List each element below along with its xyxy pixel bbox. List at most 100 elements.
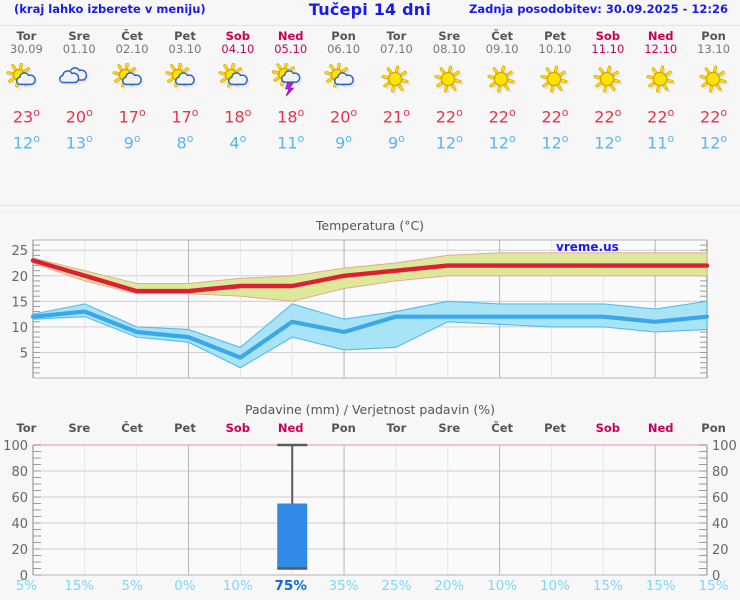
day-date-label: 30.09	[9, 42, 43, 56]
max-temperature-label: 20o	[330, 106, 358, 127]
min-temperature-label: 12o	[488, 132, 516, 153]
min-temperature-label: 12o	[541, 132, 569, 153]
day-name-label: Sre	[438, 29, 461, 43]
sun-cloud-icon	[106, 60, 159, 100]
day-date-label: 08.10	[432, 42, 466, 56]
forecast-day-column[interactable]: Pet 03.10 17o 8o	[159, 28, 212, 155]
precipitation-day-label: Pon	[331, 421, 356, 435]
max-temperature-label: 22o	[647, 106, 675, 127]
day-name-label: Pon	[701, 29, 726, 43]
precipitation-probability-label: 75%	[274, 578, 307, 594]
min-temperature-label: 13o	[65, 132, 93, 153]
sun-cloud-icon	[317, 60, 370, 100]
sun-cloud-thunder-icon	[264, 60, 317, 100]
svg-text:20: 20	[712, 543, 729, 558]
forecast-day-column[interactable]: Sob 04.10 18o 4o	[211, 28, 264, 155]
day-date-label: 06.10	[327, 42, 361, 56]
day-name-label: Pet	[544, 29, 566, 43]
svg-text:10: 10	[11, 321, 28, 336]
temperature-chart-title: Temperatura (°C)	[315, 218, 425, 233]
svg-text:20: 20	[11, 543, 28, 558]
svg-text:5: 5	[20, 346, 28, 361]
precipitation-probability-label: 15%	[64, 578, 95, 594]
max-temperature-label: 18o	[224, 106, 252, 127]
temperature-chart-canvas: 5 10 15 20 25	[11, 239, 710, 379]
min-temperature-label: 4o	[229, 132, 247, 153]
day-date-label: 10.10	[538, 42, 572, 56]
day-date-label: 07.10	[379, 42, 413, 56]
svg-text:40: 40	[712, 517, 729, 532]
precipitation-chart-title: Padavine (mm) / Verjetnost padavin (%)	[245, 402, 495, 417]
forecast-day-column[interactable]: Ned 12.10 22o 11o	[634, 28, 687, 155]
precipitation-day-label: Sob	[225, 421, 251, 435]
strip-divider-bottom	[0, 212, 740, 213]
max-temperature-label: 22o	[488, 106, 516, 127]
precipitation-day-label: Ned	[277, 421, 304, 435]
day-name-label: Sob	[595, 29, 621, 43]
sun-icon	[476, 60, 529, 100]
day-date-label: 04.10	[221, 42, 255, 56]
precipitation-day-label: Čet	[491, 421, 513, 435]
min-temperature-label: 11o	[647, 132, 675, 153]
svg-text:100: 100	[712, 439, 737, 454]
precipitation-day-label: Ned	[647, 421, 674, 435]
sun-icon	[634, 60, 687, 100]
precipitation-probability-label: 5%	[121, 578, 143, 594]
min-temperature-label: 12o	[700, 132, 728, 153]
day-name-label: Sob	[225, 29, 251, 43]
day-date-label: 05.10	[274, 42, 308, 56]
min-temperature-label: 8o	[176, 132, 194, 153]
svg-text:100: 100	[3, 439, 28, 454]
min-temperature-label: 12o	[12, 132, 40, 153]
strip-divider-top	[0, 205, 740, 206]
precipitation-probability-label: 5%	[15, 578, 38, 594]
forecast-day-column[interactable]: Čet 09.10 22o 12o	[476, 28, 529, 155]
precipitation-day-label: Tor	[386, 421, 407, 435]
sun-cloud-icon	[0, 60, 53, 100]
max-temperature-label: 17o	[171, 106, 199, 127]
forecast-day-column[interactable]: Ned 05.10 18o 11o	[264, 28, 317, 155]
precipitation-chart-canvas: 0 0 20 20 40 40 60 60 80 80 100 100	[3, 439, 737, 584]
sun-cloud-icon	[159, 60, 212, 100]
max-temperature-label: 18o	[277, 106, 305, 127]
forecast-day-column[interactable]: Sre 01.10 20o 13o	[53, 28, 106, 155]
forecast-day-column[interactable]: Tor 30.09 23o 12o	[0, 28, 53, 155]
max-temperature-label: 22o	[541, 106, 569, 127]
last-updated-label: Zadnja posodobitev: 30.09.2025 - 12:26	[469, 2, 728, 16]
day-date-label: 12.10	[644, 42, 678, 56]
day-date-label: 03.10	[168, 42, 202, 56]
forecast-day-column[interactable]: Pon 06.10 20o 9o	[317, 28, 370, 155]
precipitation-day-label: Pet	[174, 421, 196, 435]
forecast-day-column[interactable]: Čet 02.10 17o 9o	[106, 28, 159, 155]
precipitation-probability-label: 15%	[698, 578, 729, 594]
svg-text:40: 40	[11, 517, 28, 532]
precipitation-chart: Padavine (mm) / Verjetnost padavin (%) 0…	[0, 400, 740, 600]
svg-text:15: 15	[11, 295, 28, 310]
day-name-label: Tor	[386, 29, 407, 43]
forecast-day-column[interactable]: Pet 10.10 22o 12o	[529, 28, 582, 155]
forecast-strip: Tor 30.09 23o 12o Sre 01.10 20o 13o Čet 02.10 17o…	[0, 28, 740, 178]
precipitation-day-label: Sob	[595, 421, 621, 435]
precipitation-probability-label: 10%	[539, 578, 570, 594]
precipitation-probability-label: 35%	[328, 578, 359, 594]
min-temperature-label: 11o	[277, 132, 305, 153]
precipitation-day-label: Pon	[701, 421, 726, 435]
sun-icon	[370, 60, 423, 100]
svg-text:20: 20	[11, 270, 28, 285]
sun-icon	[581, 60, 634, 100]
day-name-label: Čet	[121, 29, 143, 43]
day-date-label: 01.10	[62, 42, 96, 56]
precipitation-probability-label: 25%	[381, 578, 412, 594]
day-name-label: Tor	[16, 29, 37, 43]
svg-text:0: 0	[20, 569, 28, 584]
forecast-day-column[interactable]: Sob 11.10 22o 12o	[581, 28, 634, 155]
forecast-day-column[interactable]: Pon 13.10 22o 12o	[687, 28, 740, 155]
precipitation-day-label: Pet	[544, 421, 566, 435]
forecast-day-column[interactable]: Sre 08.10 22o 12o	[423, 28, 476, 155]
max-temperature-label: 21o	[382, 106, 410, 127]
forecast-day-column[interactable]: Tor 07.10 21o 9o	[370, 28, 423, 155]
precipitation-probability-label: 10%	[487, 578, 518, 594]
precipitation-day-label: Čet	[121, 421, 143, 435]
precipitation-probability-label: 15%	[645, 578, 676, 594]
min-temperature-label: 9o	[123, 132, 141, 153]
